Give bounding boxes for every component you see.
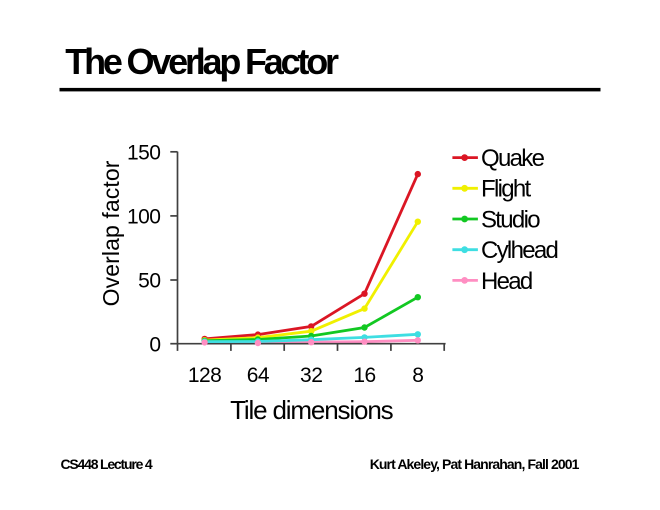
svg-text:Kurt Akeley, Pat Hanrahan, Fal: Kurt Akeley, Pat Hanrahan, Fall 2001 bbox=[370, 456, 580, 472]
svg-text:Quake: Quake bbox=[481, 145, 545, 172]
svg-text:Flight: Flight bbox=[481, 176, 532, 203]
svg-text:Cylhead: Cylhead bbox=[481, 237, 558, 264]
svg-text:Studio: Studio bbox=[481, 206, 540, 233]
svg-text:8: 8 bbox=[412, 364, 423, 387]
svg-text:Head: Head bbox=[481, 268, 532, 295]
svg-text:32: 32 bbox=[300, 364, 322, 387]
svg-text:Tile dimensions: Tile dimensions bbox=[230, 395, 394, 425]
svg-text:CS448 Lecture 4: CS448 Lecture 4 bbox=[61, 456, 153, 472]
svg-text:50: 50 bbox=[138, 270, 160, 293]
svg-text:The Overlap Factor: The Overlap Factor bbox=[65, 41, 339, 82]
svg-text:128: 128 bbox=[188, 364, 222, 387]
svg-text:Overlap factor: Overlap factor bbox=[98, 160, 124, 306]
svg-text:150: 150 bbox=[127, 141, 161, 164]
svg-text:100: 100 bbox=[127, 206, 161, 229]
svg-text:64: 64 bbox=[247, 364, 270, 387]
svg-text:0: 0 bbox=[149, 333, 160, 356]
svg-text:16: 16 bbox=[353, 364, 375, 387]
